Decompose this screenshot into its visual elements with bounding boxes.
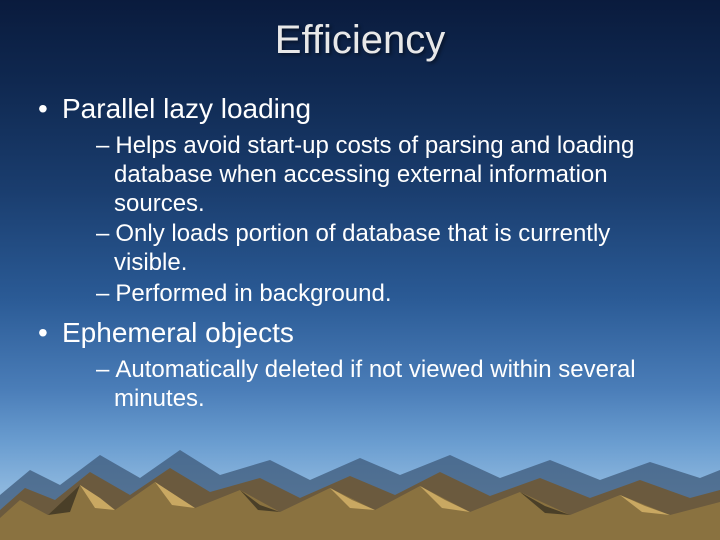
bullet-level2: Performed in background. [36,280,684,309]
bullet-level1: Ephemeral objects [36,315,684,350]
slide-content: Parallel lazy loading Helps avoid start-… [0,63,720,413]
slide: Efficiency Parallel lazy loading Helps a… [0,0,720,540]
terrain-graphic [0,400,720,540]
bullet-level2: Helps avoid start-up costs of parsing an… [36,132,684,218]
slide-title: Efficiency [0,0,720,63]
bullet-level1: Parallel lazy loading [36,91,684,126]
bullet-level2: Only loads portion of database that is c… [36,220,684,278]
